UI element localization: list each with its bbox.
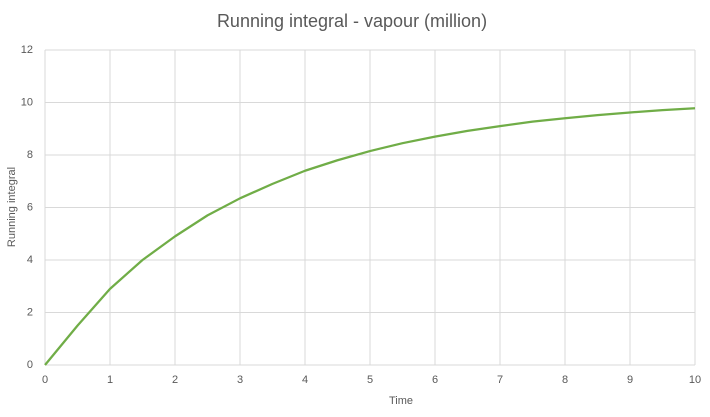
line-series bbox=[44, 107, 696, 366]
y-tick-label: 6 bbox=[27, 201, 33, 213]
chart-title: Running integral - vapour (million) bbox=[217, 11, 487, 31]
y-axis-label: Running integral bbox=[6, 167, 18, 247]
x-tick-label: 3 bbox=[237, 374, 243, 386]
y-tick-label: 2 bbox=[27, 306, 33, 318]
x-axis-label: Time bbox=[389, 395, 413, 407]
x-tick-label: 5 bbox=[367, 374, 373, 386]
y-tick-label: 0 bbox=[27, 359, 33, 371]
y-tick-label: 10 bbox=[21, 96, 33, 108]
x-tick-label: 7 bbox=[497, 374, 503, 386]
y-tick-label: 8 bbox=[27, 149, 33, 161]
y-tick-label: 12 bbox=[21, 44, 33, 56]
x-tick-label: 4 bbox=[302, 374, 308, 386]
x-tick-label: 9 bbox=[627, 374, 633, 386]
x-tick-label: 2 bbox=[172, 374, 178, 386]
x-tick-label: 10 bbox=[689, 374, 701, 386]
x-tick-label: 1 bbox=[107, 374, 113, 386]
y-tick-label: 4 bbox=[27, 254, 33, 266]
x-tick-label: 0 bbox=[42, 374, 48, 386]
x-tick-label: 6 bbox=[432, 374, 438, 386]
x-tick-label: 8 bbox=[562, 374, 568, 386]
